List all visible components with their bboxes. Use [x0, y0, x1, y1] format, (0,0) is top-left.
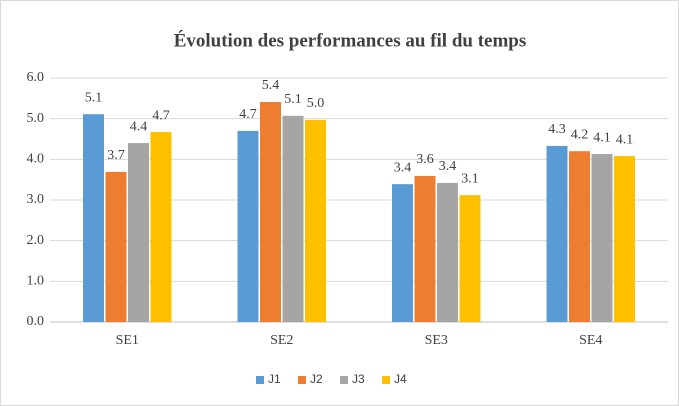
data-label: 4.1 [616, 132, 634, 147]
legend-swatch [340, 376, 348, 384]
data-label: 4.7 [152, 108, 170, 123]
bar [260, 101, 281, 322]
bar [282, 115, 304, 322]
y-tick-label: 2.0 [27, 233, 45, 248]
bar [546, 145, 568, 322]
bar [105, 171, 127, 322]
bar [305, 119, 326, 323]
data-label: 5.4 [262, 78, 280, 93]
y-tick-label: 0.0 [27, 314, 45, 329]
data-label: 4.1 [593, 130, 611, 145]
bar [150, 132, 172, 322]
data-label: 3.4 [439, 159, 457, 174]
y-tick-label: 3.0 [27, 192, 45, 207]
bar [437, 182, 458, 322]
legend-swatch [298, 376, 306, 384]
x-tick-label: SE1 [116, 333, 139, 348]
bar [128, 143, 149, 322]
bar [614, 156, 635, 322]
bar [83, 114, 104, 323]
legend-swatch [256, 376, 264, 384]
data-label: 5.0 [307, 96, 325, 111]
legend-label: J3 [352, 372, 365, 386]
x-tick-label: SE4 [579, 333, 602, 348]
chart-title: Évolution des performances au fil du tem… [174, 29, 527, 51]
bar [591, 154, 613, 322]
data-label: 3.6 [416, 152, 434, 167]
legend-swatch [382, 376, 390, 384]
data-label: 4.7 [239, 107, 257, 122]
data-label: 4.2 [571, 127, 589, 142]
x-tick-label: SE2 [270, 333, 293, 348]
bar [414, 176, 436, 322]
legend-label: J1 [268, 372, 281, 386]
bar [392, 184, 413, 322]
legend-label: J4 [394, 372, 407, 386]
y-tick-label: 4.0 [27, 152, 45, 167]
data-label: 5.1 [284, 92, 302, 107]
x-tick-label: SE3 [425, 333, 448, 348]
bar [459, 195, 481, 322]
legend-label: J2 [310, 372, 323, 386]
data-label: 5.1 [85, 90, 103, 105]
bar [237, 130, 259, 322]
data-label: 3.4 [394, 160, 412, 175]
y-tick-label: 1.0 [27, 274, 45, 289]
data-label: 4.3 [548, 122, 566, 137]
data-label: 4.4 [130, 119, 148, 134]
data-label: 3.7 [107, 148, 125, 163]
y-tick-label: 6.0 [27, 70, 45, 85]
y-tick-label: 5.0 [27, 111, 45, 126]
bar [569, 151, 590, 322]
data-label: 3.1 [461, 171, 479, 186]
